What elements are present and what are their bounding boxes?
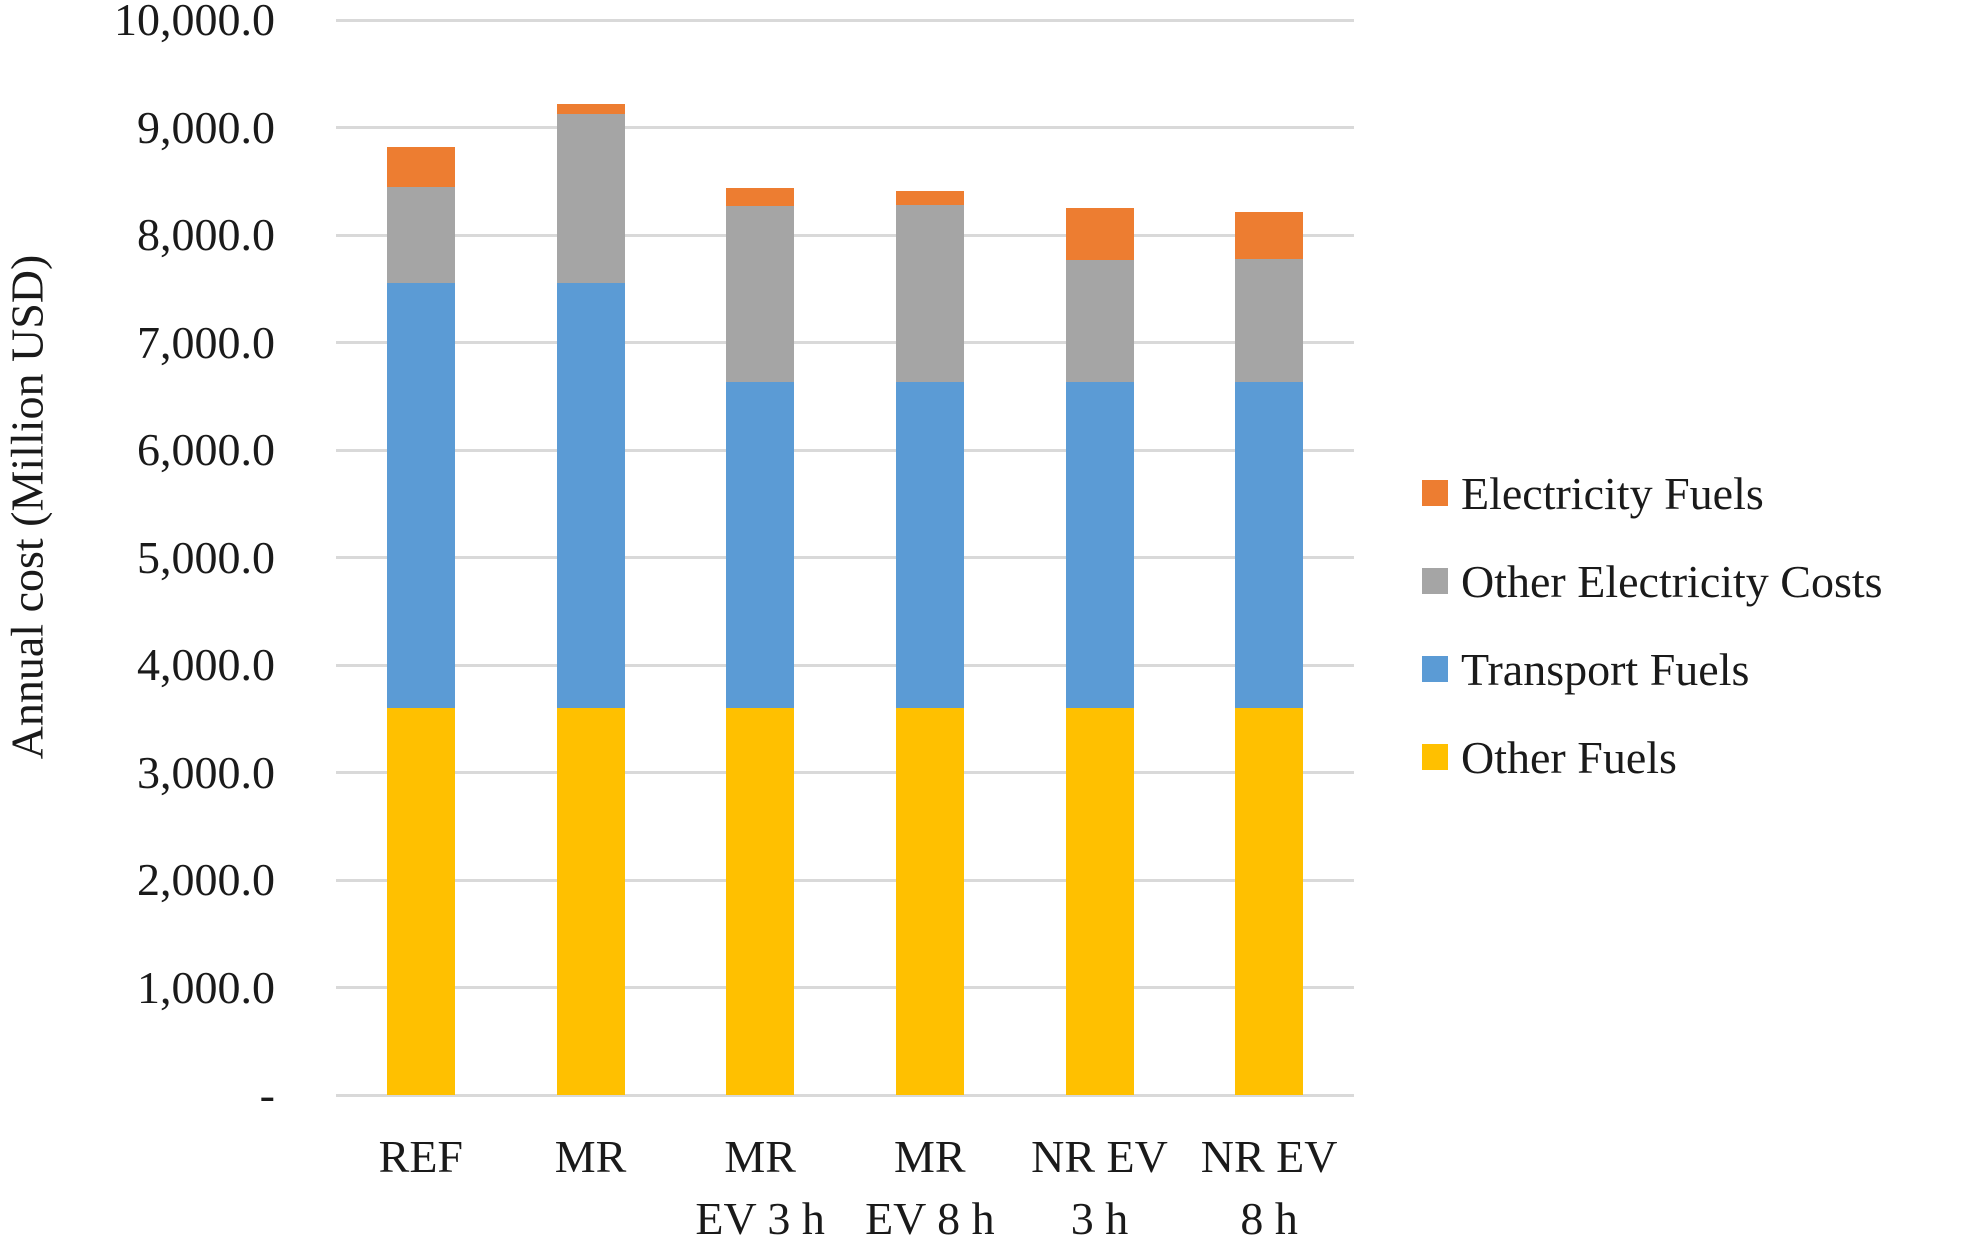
bar-nr-ev-8-h-other-fuels: [1235, 708, 1304, 1095]
bar-mr-ev-3-h-other-electricity-costs: [726, 205, 795, 383]
gridline-8000: [336, 233, 1354, 237]
bar-mr-ev-3-h-electricity-fuels: [726, 187, 795, 206]
gridline-0: [336, 1093, 1354, 1097]
y-tick-label-9000: 9,000.0: [137, 101, 275, 153]
gridline-4000: [336, 663, 1354, 667]
x-label-line: NR EV: [1200, 1131, 1338, 1182]
bar-nr-ev-3-h-other-fuels: [1065, 708, 1134, 1095]
legend-item-transport-fuels: Transport Fuels: [1422, 634, 1883, 704]
x-label-line: MR: [724, 1131, 796, 1182]
bar-mr-ev-3-h-other-fuels: [726, 708, 795, 1095]
bar-nr-ev-3-h-transport-fuels: [1065, 382, 1134, 708]
legend-label-electricity-fuels: Electricity Fuels: [1461, 467, 1764, 519]
bar-nr-ev-8-h-other-electricity-costs: [1235, 258, 1304, 383]
x-category-label-mr-ev-3-h: MR EV 3 h: [580, 1126, 940, 1244]
bar-mr-other-electricity-costs: [556, 113, 625, 284]
gridline-9000: [336, 126, 1354, 129]
bar-ref-transport-fuels: [386, 283, 455, 708]
gridline-1000: [336, 986, 1354, 989]
bar-mr-ev-8-h-other-fuels: [895, 708, 964, 1095]
y-tick-label-3000: 3,000.0: [137, 746, 275, 798]
x-label-line: MR: [894, 1131, 966, 1182]
y-tick-label-10000: 10,000.0: [114, 0, 275, 45]
bar-nr-ev-3-h-other-electricity-costs: [1065, 259, 1134, 383]
x-label-line: 8 h: [1240, 1193, 1298, 1244]
y-tick-label-4000: 4,000.0: [137, 639, 275, 690]
legend-label-other-fuels: Other Fuels: [1461, 731, 1677, 783]
y-tick-label-0: -: [259, 1069, 275, 1120]
x-label-line: EV 3 h: [695, 1193, 825, 1244]
x-label-line: 3 h: [1070, 1193, 1129, 1244]
y-tick-label-5000: 5,000.0: [137, 531, 275, 583]
bar-mr-transport-fuels: [556, 283, 625, 708]
x-label-line: MR: [554, 1131, 627, 1182]
legend-label-other-electricity-costs: Other Electricity Costs: [1461, 555, 1883, 607]
legend-swatch-other-fuels: [1422, 744, 1448, 770]
bar-nr-ev-8-h-electricity-fuels: [1235, 212, 1304, 259]
x-label-line: REF: [378, 1131, 464, 1182]
bar-mr-ev-8-h-transport-fuels: [895, 382, 964, 708]
legend-label-transport-fuels: Transport Fuels: [1461, 643, 1750, 695]
x-category-label-mr-ev-8-h: MR EV 8 h: [750, 1126, 1110, 1244]
bar-ref-electricity-fuels: [386, 146, 455, 187]
gridline-6000: [336, 448, 1354, 452]
x-category-label-ref: REF: [241, 1126, 601, 1188]
bar-mr-electricity-fuels: [556, 103, 625, 114]
legend-swatch-transport-fuels: [1422, 656, 1448, 682]
gridline-5000: [336, 556, 1354, 559]
bar-ref-other-fuels: [386, 708, 455, 1095]
bar-mr-ev-3-h-transport-fuels: [726, 382, 795, 708]
legend: Electricity Fuels Other Electricity Costs…: [1422, 458, 1883, 792]
y-tick-label-8000: 8,000.0: [137, 209, 275, 260]
gridline-10000: [336, 18, 1354, 22]
gridline-7000: [336, 341, 1354, 344]
bar-nr-ev-3-h-electricity-fuels: [1065, 208, 1134, 260]
bar-nr-ev-8-h-transport-fuels: [1235, 382, 1304, 708]
bar-ref-other-electricity-costs: [386, 186, 455, 284]
bar-mr-other-fuels: [556, 708, 625, 1095]
bar-mr-ev-8-h-other-electricity-costs: [895, 204, 964, 383]
gridline-2000: [336, 878, 1354, 882]
x-label-line: EV 8 h: [865, 1193, 995, 1244]
x-category-label-nr-ev-8-h: NR EV 8 h: [1089, 1126, 1449, 1244]
legend-swatch-other-electricity-costs: [1422, 568, 1448, 594]
legend-item-other-electricity-costs: Other Electricity Costs: [1422, 546, 1883, 616]
legend-item-electricity-fuels: Electricity Fuels: [1422, 458, 1883, 528]
gridline-3000: [336, 771, 1354, 774]
x-label-line: NR EV: [1031, 1131, 1168, 1182]
x-category-label-nr-ev-3-h: NR EV 3 h: [920, 1126, 1280, 1244]
legend-item-other-fuels: Other Fuels: [1422, 722, 1883, 792]
x-category-label-mr: MR: [411, 1126, 771, 1188]
legend-swatch-electricity-fuels: [1422, 480, 1448, 506]
y-tick-label-1000: 1,000.0: [137, 961, 275, 1013]
y-tick-label-6000: 6,000.0: [137, 424, 275, 475]
y-tick-label-7000: 7,000.0: [137, 316, 275, 368]
bar-mr-ev-8-h-electricity-fuels: [895, 190, 964, 205]
y-tick-label-2000: 2,000.0: [137, 854, 275, 905]
